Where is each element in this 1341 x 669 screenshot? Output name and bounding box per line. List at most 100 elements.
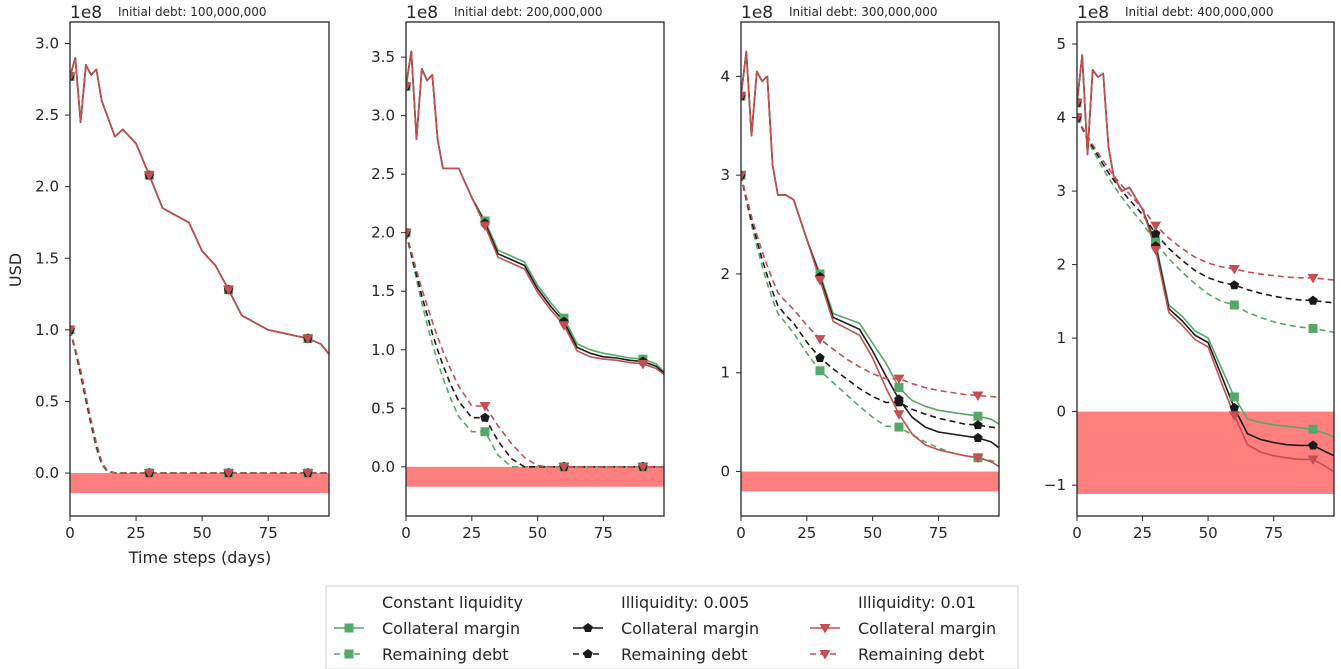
collateral-margin-marker-illiq005: [1229, 402, 1240, 412]
y-tick-label: 3.5: [371, 48, 395, 66]
x-tick-label: 25: [127, 524, 146, 542]
legend-marker: [583, 649, 593, 658]
remaining-debt-marker-illiq005: [815, 352, 825, 362]
remaining-debt-marker-illiq005: [480, 412, 490, 422]
legend-marker: [819, 624, 831, 634]
negative-region-band: [70, 473, 329, 494]
collateral-margin-marker-constant: [1229, 392, 1239, 402]
y-tick-label: 0.5: [371, 399, 395, 417]
axes-frame: [405, 21, 665, 517]
remaining-debt-marker-illiq01: [893, 374, 905, 385]
remaining-debt-line-constant: [406, 232, 664, 468]
x-tick-label: 50: [193, 524, 212, 542]
legend-group-header: Constant liquidity: [382, 593, 523, 612]
collateral-margin-marker-illiq01: [1307, 455, 1319, 465]
x-tick-label: 75: [1264, 524, 1283, 542]
y-tick-label: 0: [720, 463, 730, 481]
y-offset-text: 1e8: [741, 3, 773, 23]
panel-3: 0 25 50 75 0 1 2 3 4 1e8 Initial debt: 300,000,000: [720, 3, 1000, 542]
remaining-debt-marker-illiq01: [223, 469, 235, 479]
x-tick-label: 75: [929, 524, 948, 542]
y-offset-text: 1e8: [1077, 3, 1109, 23]
remaining-debt-marker-illiq01: [1307, 273, 1319, 284]
y-tick-label: 0: [1056, 403, 1066, 421]
remaining-debt-marker-illiq01: [1077, 113, 1083, 124]
collateral-margin-marker-illiq01: [893, 410, 905, 420]
y-tick-label: 1: [720, 364, 730, 382]
legend-entry-label: Collateral margin: [621, 619, 759, 638]
remaining-debt-marker-illiq01: [637, 462, 649, 473]
remaining-debt-marker-illiq01: [972, 391, 984, 401]
y-tick-label: 1.5: [35, 249, 59, 267]
remaining-debt-marker-constant: [480, 427, 490, 437]
collateral-margin-line-constant: [70, 57, 329, 355]
x-axis-label: Time steps (days): [128, 548, 272, 567]
remaining-debt-marker-constant: [1229, 300, 1239, 310]
remaining-debt-line-illiq005: [1077, 117, 1334, 304]
collateral-margin-marker-illiq01: [143, 171, 155, 181]
y-tick-label: 5: [1056, 35, 1066, 53]
legend-group-header: Illiquidity: 0.005: [621, 593, 749, 612]
y-tick-label: 0.5: [35, 392, 59, 410]
y-tick-label: 2: [720, 265, 730, 283]
collateral-margin-marker-illiq01: [1150, 245, 1162, 256]
x-tick-label: 0: [736, 524, 746, 542]
negative-region-band: [406, 466, 664, 487]
legend-group-header: Illiquidity: 0.01: [858, 593, 976, 612]
y-offset-text: 1e8: [70, 3, 102, 23]
legend-entry-label: Remaining debt: [382, 645, 508, 664]
remaining-debt-marker-constant: [894, 422, 904, 432]
remaining-debt-marker-constant: [815, 366, 825, 376]
y-tick-label: 3.0: [35, 34, 59, 52]
y-tick-label: 2.5: [371, 165, 395, 183]
panel-title: Initial debt: 300,000,000: [789, 5, 938, 19]
legend-marker: [344, 649, 354, 659]
collateral-margin-marker-constant: [1308, 424, 1318, 434]
panel-title: Initial debt: 400,000,000: [1125, 5, 1274, 19]
collateral-margin-marker-illiq01: [972, 453, 984, 464]
collateral-margin-marker-illiq01: [302, 334, 314, 344]
remaining-debt-marker-illiq01: [741, 171, 747, 181]
legend-entry-label: Remaining debt: [621, 645, 747, 664]
y-tick-label: 4: [1056, 109, 1066, 127]
x-tick-label: 25: [462, 524, 481, 542]
x-tick-label: 25: [797, 524, 816, 542]
y-tick-label: 3.0: [371, 107, 395, 125]
x-tick-label: 50: [863, 524, 882, 542]
legend-entry-label: Collateral margin: [858, 619, 996, 638]
collateral-margin-line-illiq005: [1077, 54, 1334, 457]
collateral-margin-marker-illiq01: [1077, 98, 1083, 109]
remaining-debt-marker-illiq005: [894, 397, 904, 407]
collateral-margin-line-constant: [406, 50, 664, 373]
panel-title: Initial debt: 200,000,000: [454, 5, 603, 19]
remaining-debt-line-illiq01: [70, 329, 329, 474]
remaining-debt-line-constant: [1077, 117, 1334, 333]
remaining-debt-line-constant: [741, 174, 999, 464]
y-offset-text: 1e8: [406, 3, 438, 23]
collateral-margin-line-illiq01: [741, 50, 999, 468]
x-tick-label: 25: [1133, 524, 1152, 542]
collateral-margin-marker-illiq01: [1228, 411, 1240, 421]
axes-frame: [740, 21, 1000, 517]
remaining-debt-marker-illiq01: [302, 469, 314, 479]
collateral-margin-line-illiq005: [741, 50, 999, 449]
legend-marker: [583, 623, 593, 632]
collateral-margin-line-illiq01: [406, 50, 664, 376]
y-tick-label: 2: [1056, 256, 1066, 274]
remaining-debt-line-illiq005: [70, 329, 329, 474]
axes-frame: [69, 21, 330, 517]
collateral-margin-line-constant: [1077, 54, 1334, 439]
collateral-margin-marker-illiq01: [406, 82, 412, 92]
legend-box: [325, 585, 1019, 669]
x-tick-label: 75: [259, 524, 278, 542]
collateral-margin-marker-constant: [973, 411, 983, 421]
collateral-margin-marker-illiq01: [479, 221, 491, 232]
collateral-margin-line-constant: [741, 50, 999, 425]
remaining-debt-marker-illiq01: [1228, 265, 1240, 275]
remaining-debt-line-illiq005: [741, 174, 999, 429]
remaining-debt-line-illiq01: [741, 174, 999, 399]
collateral-margin-marker-illiq005: [1308, 440, 1318, 450]
collateral-margin-marker-illiq01: [223, 285, 235, 296]
x-tick-label: 0: [65, 524, 75, 542]
